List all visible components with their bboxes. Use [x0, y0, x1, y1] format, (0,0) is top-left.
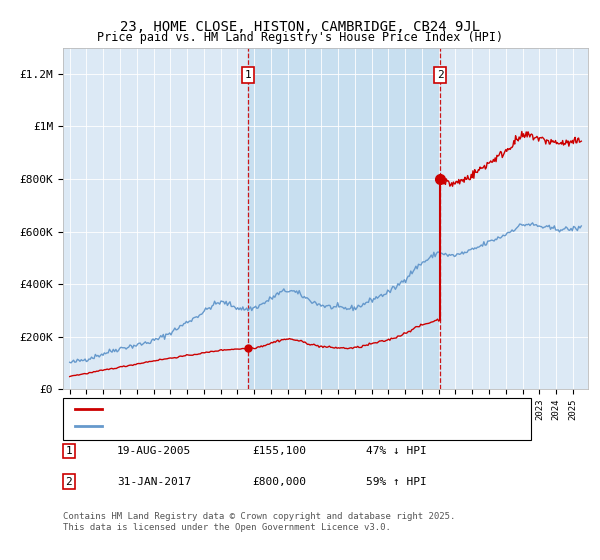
- Text: 31-JAN-2017: 31-JAN-2017: [117, 477, 191, 487]
- Text: Contains HM Land Registry data © Crown copyright and database right 2025.
This d: Contains HM Land Registry data © Crown c…: [63, 512, 455, 531]
- Text: 23, HOME CLOSE, HISTON, CAMBRIDGE, CB24 9JL (detached house): 23, HOME CLOSE, HISTON, CAMBRIDGE, CB24 …: [108, 404, 483, 414]
- Text: 47% ↓ HPI: 47% ↓ HPI: [366, 446, 427, 456]
- Text: 59% ↑ HPI: 59% ↑ HPI: [366, 477, 427, 487]
- Text: 19-AUG-2005: 19-AUG-2005: [117, 446, 191, 456]
- Text: Price paid vs. HM Land Registry's House Price Index (HPI): Price paid vs. HM Land Registry's House …: [97, 31, 503, 44]
- Text: £155,100: £155,100: [252, 446, 306, 456]
- Text: 23, HOME CLOSE, HISTON, CAMBRIDGE, CB24 9JL: 23, HOME CLOSE, HISTON, CAMBRIDGE, CB24 …: [120, 20, 480, 34]
- Text: 2: 2: [437, 70, 443, 80]
- Text: 2: 2: [65, 477, 73, 487]
- Bar: [248, 48, 440, 389]
- Text: £800,000: £800,000: [252, 477, 306, 487]
- Text: 1: 1: [65, 446, 73, 456]
- Text: 1: 1: [245, 70, 251, 80]
- Text: HPI: Average price, detached house, South Cambridgeshire: HPI: Average price, detached house, Sout…: [108, 421, 458, 431]
